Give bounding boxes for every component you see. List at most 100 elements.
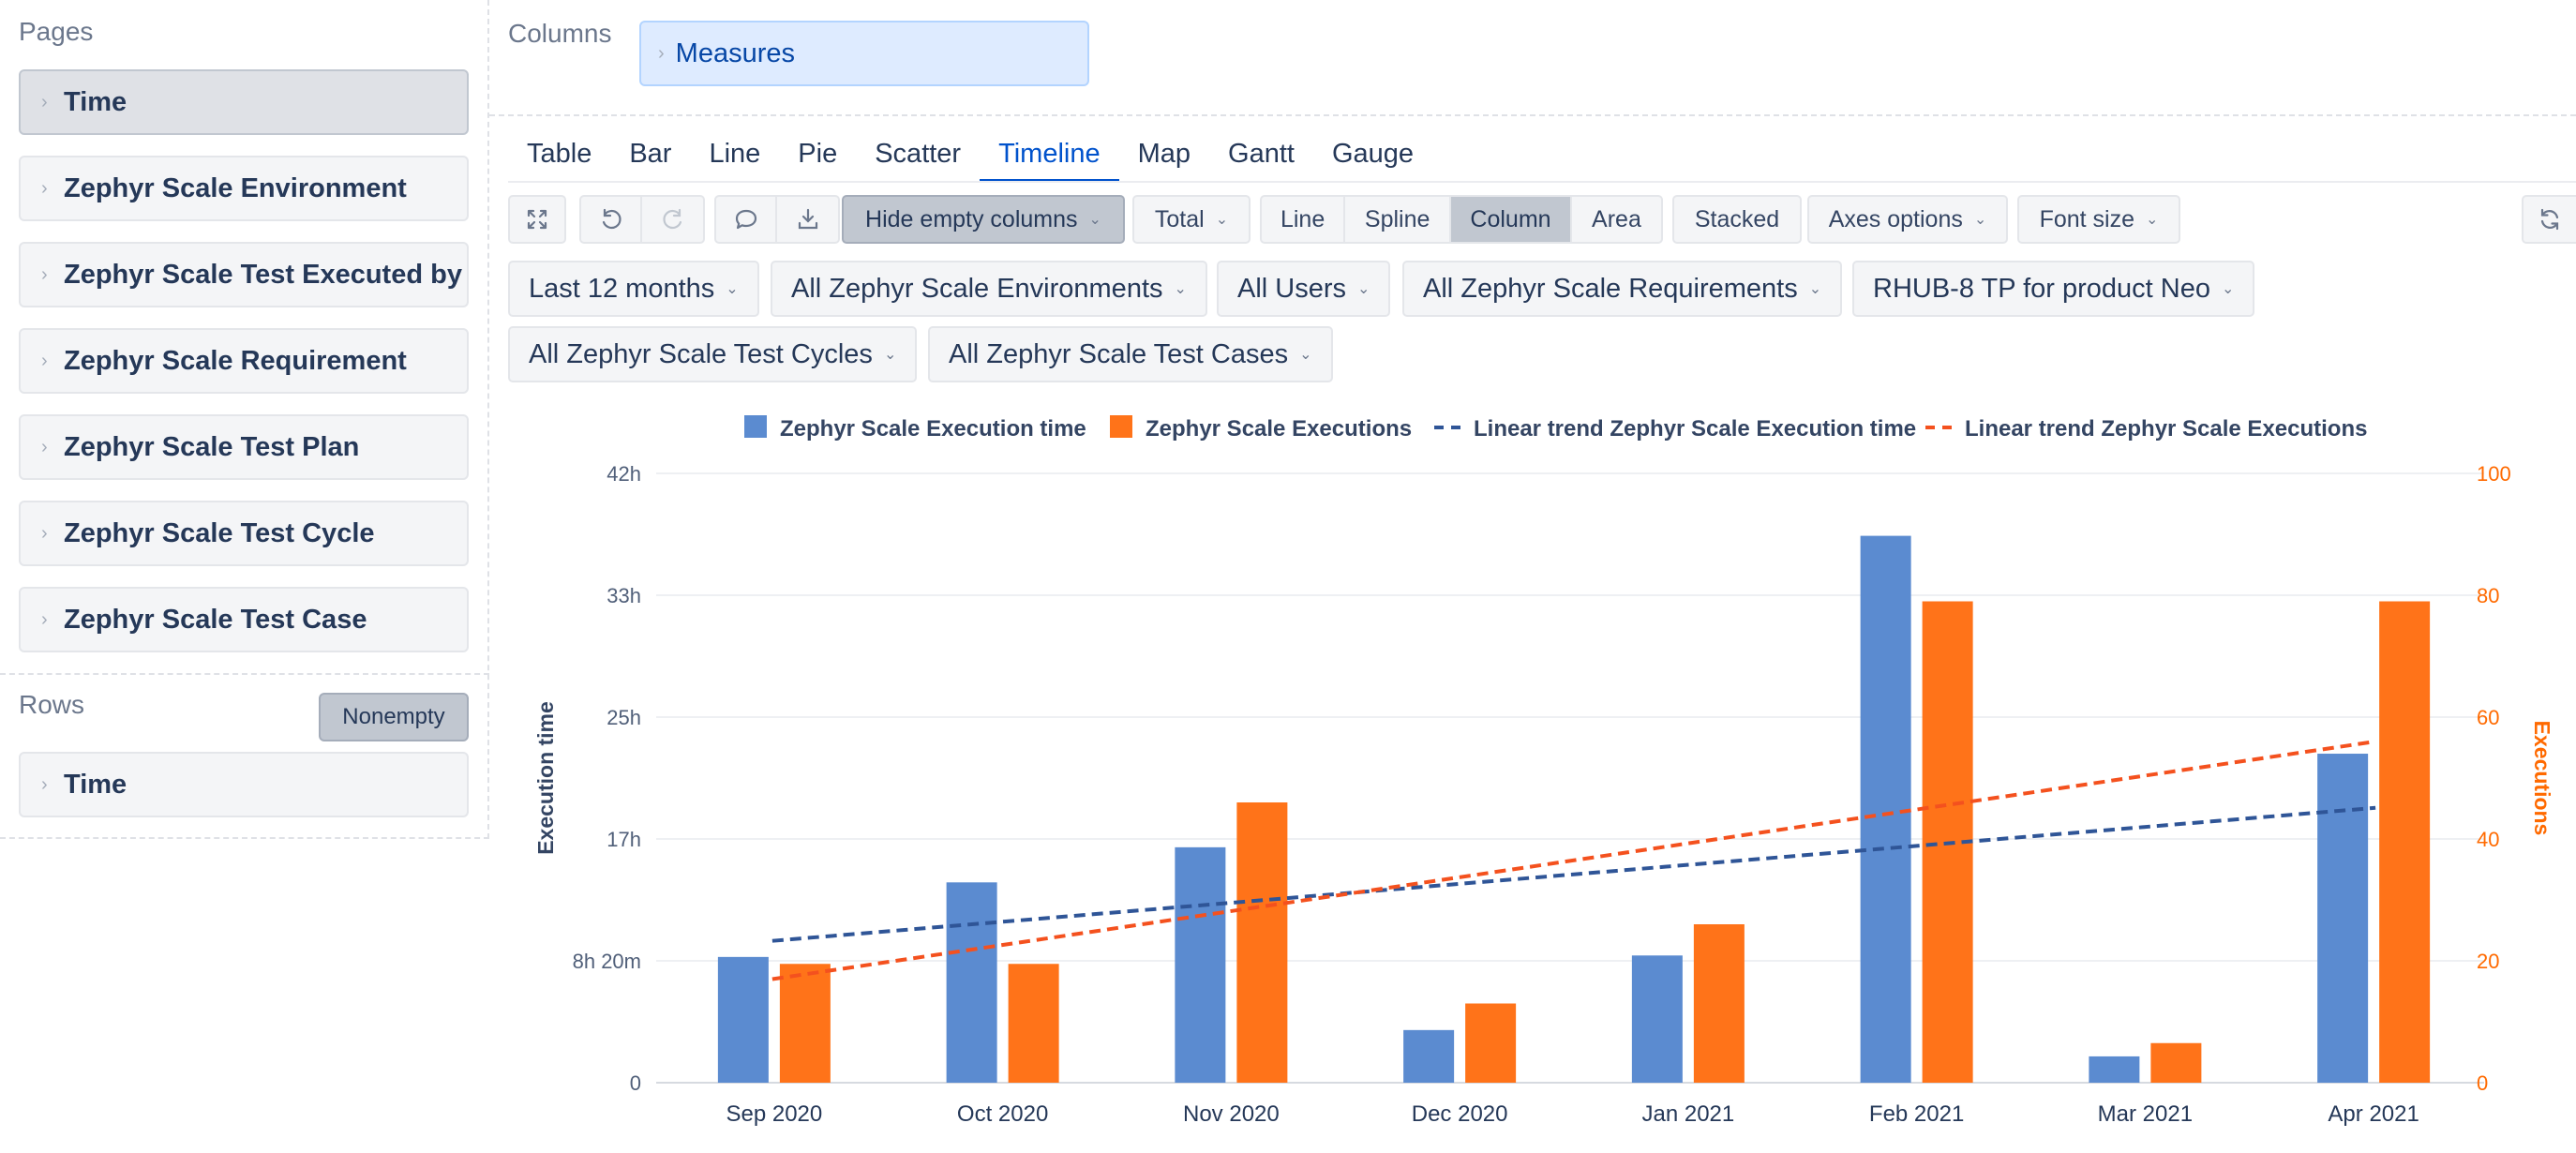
chart-style-column-button[interactable]: Column	[1451, 197, 1572, 242]
tab-line[interactable]: Line	[709, 139, 761, 169]
chevron-right-icon: ›	[41, 91, 48, 112]
y-right-tick-label: 0	[2477, 1071, 2488, 1095]
font-size-dropdown[interactable]: Font size ⌄	[2017, 195, 2180, 244]
tab-scatter[interactable]: Scatter	[875, 139, 962, 169]
rows-item-time[interactable]: › Time	[19, 752, 469, 817]
undo-redo-group	[579, 195, 705, 244]
x-tick-label: Sep 2020	[726, 1101, 822, 1127]
chevron-down-icon: ⌄	[883, 347, 897, 363]
chart-style-area-button[interactable]: Area	[1592, 205, 1641, 232]
pages-item-zephyr-scale-test-case[interactable]: › Zephyr Scale Test Case	[19, 587, 469, 652]
y-left-tick-label: 33h	[607, 584, 641, 607]
filter-test-plan-label: RHUB-8 TP for product Neo	[1873, 273, 2210, 304]
bar-execution-time[interactable]	[1175, 846, 1226, 1083]
bar-execution-time[interactable]	[717, 956, 769, 1083]
comment-button[interactable]	[716, 197, 778, 242]
trend-lines	[771, 740, 2376, 981]
tab-pie[interactable]: Pie	[798, 139, 838, 169]
redo-button[interactable]	[642, 197, 703, 242]
bar-execution-time[interactable]	[2089, 1056, 2140, 1083]
chevron-down-icon: ⌄	[2146, 212, 2159, 228]
filter-test-cases[interactable]: All Zephyr Scale Test Cases ⌄	[928, 326, 1333, 382]
legend-swatch-executions	[1110, 415, 1132, 438]
gridlines	[656, 472, 2484, 1084]
axes-options-dropdown[interactable]: Axes options ⌄	[1807, 195, 2008, 244]
layout-panel: Pages › Time › Zephyr Scale Environment › Zep…	[0, 0, 489, 839]
nonempty-button[interactable]: Nonempty	[319, 693, 469, 741]
fullscreen-button[interactable]	[508, 195, 566, 244]
filter-requirements[interactable]: All Zephyr Scale Requirements ⌄	[1402, 261, 1843, 317]
chart-style-line-button[interactable]: Line	[1262, 197, 1346, 242]
chevron-right-icon: ›	[41, 522, 48, 544]
filter-test-cycles[interactable]: All Zephyr Scale Test Cycles ⌄	[508, 326, 918, 382]
legend-label-executions[interactable]: Zephyr Scale Executions	[1146, 416, 1412, 442]
filter-users[interactable]: All Users ⌄	[1217, 261, 1391, 317]
tab-table[interactable]: Table	[527, 139, 592, 169]
legend-label-execution-time[interactable]: Zephyr Scale Execution time	[780, 416, 1086, 442]
pages-item-label: Zephyr Scale Test Case	[64, 604, 367, 635]
hide-empty-columns-button[interactable]: Hide empty columns ⌄	[842, 195, 1125, 244]
chart-style-spline-button[interactable]: Spline	[1345, 197, 1452, 242]
x-tick-label: Apr 2021	[2328, 1101, 2419, 1127]
x-tick-label: Oct 2020	[957, 1101, 1048, 1127]
y-left-tick-label: 17h	[607, 828, 641, 851]
chevron-down-icon: ⌄	[1088, 212, 1101, 228]
filter-environment[interactable]: All Zephyr Scale Environments ⌄	[771, 261, 1207, 317]
pages-item-label: Time	[64, 86, 127, 117]
legend-label-trend-execution-time[interactable]: Linear trend Zephyr Scale Execution time	[1474, 416, 1916, 442]
pages-item-time[interactable]: › Time	[19, 69, 469, 135]
filter-time[interactable]: Last 12 months ⌄	[508, 261, 759, 317]
bar-execution-time[interactable]	[1631, 955, 1683, 1083]
undo-button[interactable]	[581, 197, 643, 242]
bar-execution-time[interactable]	[2317, 754, 2369, 1083]
bar-executions[interactable]	[2150, 1042, 2202, 1083]
chevron-right-icon: ›	[41, 350, 48, 371]
y-right-tick-label: 20	[2477, 950, 2499, 973]
tab-map[interactable]: Map	[1137, 139, 1191, 169]
pages-item-zephyr-scale-test-executed-by[interactable]: › Zephyr Scale Test Executed by	[19, 242, 469, 307]
chevron-down-icon: ⌄	[1174, 281, 1187, 297]
total-dropdown[interactable]: Total ⌄	[1132, 195, 1251, 244]
tab-gantt[interactable]: Gantt	[1228, 139, 1295, 169]
tab-bar[interactable]: Bar	[629, 139, 672, 169]
bar-executions[interactable]	[1236, 802, 1288, 1083]
pages-item-label: Zephyr Scale Test Cycle	[64, 517, 375, 548]
tab-timeline[interactable]: Timeline	[980, 133, 1119, 182]
bar-execution-time[interactable]	[1860, 535, 1911, 1083]
filter-test-plan[interactable]: RHUB-8 TP for product Neo ⌄	[1852, 261, 2255, 317]
redo-icon	[662, 208, 681, 230]
stacked-button[interactable]: Stacked	[1672, 195, 1802, 244]
chevron-right-icon: ›	[41, 263, 48, 285]
chevron-right-icon: ›	[41, 436, 48, 457]
columns-item-measures[interactable]: › Measures	[639, 21, 1089, 86]
comment-download-group	[714, 195, 840, 244]
chevron-down-icon: ⌄	[1973, 212, 1987, 228]
bar-executions[interactable]	[1693, 924, 1745, 1083]
download-icon	[798, 208, 817, 230]
filter-environment-label: All Zephyr Scale Environments	[791, 273, 1163, 304]
pages-item-zephyr-scale-requirement[interactable]: › Zephyr Scale Requirement	[19, 328, 469, 394]
filter-test-cycles-label: All Zephyr Scale Test Cycles	[529, 338, 873, 369]
bar-execution-time[interactable]	[946, 882, 997, 1083]
y-left-axis-title: Execution time	[533, 701, 558, 855]
download-button[interactable]	[777, 197, 838, 242]
bar-execution-time[interactable]	[1403, 1029, 1455, 1083]
pages-item-zephyr-scale-environment[interactable]: › Zephyr Scale Environment	[19, 156, 469, 221]
bar-executions[interactable]	[2379, 601, 2431, 1084]
bar-executions[interactable]	[1008, 964, 1059, 1083]
refresh-button[interactable]	[2522, 195, 2576, 244]
legend-swatch-execution-time	[744, 415, 767, 438]
chevron-right-icon: ›	[41, 608, 48, 630]
chevron-down-icon: ⌄	[2221, 281, 2235, 297]
filter-requirements-label: All Zephyr Scale Requirements	[1423, 273, 1798, 304]
pages-item-zephyr-scale-test-plan[interactable]: › Zephyr Scale Test Plan	[19, 414, 469, 480]
bar-executions[interactable]	[779, 964, 831, 1083]
filter-test-cases-label: All Zephyr Scale Test Cases	[949, 338, 1289, 369]
pages-item-zephyr-scale-test-cycle[interactable]: › Zephyr Scale Test Cycle	[19, 501, 469, 566]
rows-label: Rows	[19, 690, 85, 719]
hide-empty-columns-label: Hide empty columns	[865, 205, 1078, 232]
bar-executions[interactable]	[1465, 1003, 1517, 1084]
legend-label-trend-executions[interactable]: Linear trend Zephyr Scale Executions	[1965, 416, 2367, 442]
tab-gauge[interactable]: Gauge	[1331, 139, 1415, 169]
